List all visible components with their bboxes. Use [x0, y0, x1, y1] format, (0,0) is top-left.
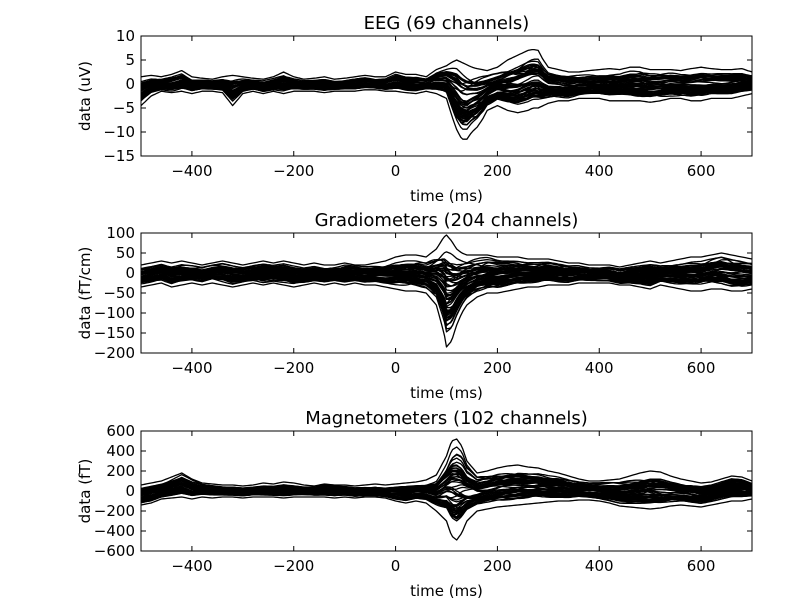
magnetometers-trace [141, 470, 752, 492]
gradiometers-trace [141, 256, 752, 275]
magnetometers-xlabel: time (ms) [410, 582, 483, 600]
magnetometers-trace [141, 491, 752, 510]
eeg-xlabel: time (ms) [410, 187, 483, 205]
eeg-trace [141, 48, 752, 80]
gradiometers-trace [141, 260, 752, 272]
magnetometers-ytick-label: 600 [106, 422, 135, 440]
magnetometers-ytick-label: 200 [106, 462, 135, 480]
magnetometers-ylabel: data (fT) [76, 459, 94, 524]
eeg-title: EEG (69 channels) [364, 13, 530, 34]
magnetometers-trace [141, 496, 752, 541]
eeg-xtick-label: −200 [273, 162, 314, 180]
eeg-ytick-label: 0 [125, 75, 135, 93]
magnetometers-trace [141, 467, 752, 493]
eeg-trace [141, 84, 752, 119]
gradiometers-traces [141, 234, 752, 348]
eeg-trace [141, 89, 752, 140]
gradiometers-trace [141, 234, 752, 268]
gradiometers-xtick-label: 600 [687, 359, 716, 377]
gradiometers-panel: −400 −200 0 200 400 600 100 50 0 −50 −100 −150 −200 G… [76, 210, 753, 402]
gradiometers-ytick-label: 100 [106, 224, 135, 242]
eeg-xtick-label: 0 [391, 162, 401, 180]
magnetometers-xtick-label: 600 [687, 557, 716, 575]
eeg-xtick-label: −400 [171, 162, 212, 180]
gradiometers-ytick-label: −50 [103, 284, 135, 302]
eeg-xtick-label: 400 [585, 162, 614, 180]
eeg-trace [141, 70, 752, 92]
magnetometers-xtick-label: −200 [273, 557, 314, 575]
eeg-trace [141, 84, 752, 116]
magnetometers-xtick-label: 400 [585, 557, 614, 575]
gradiometers-trace [141, 274, 752, 300]
magnetometers-xtick-label: −400 [171, 557, 212, 575]
eeg-panel: −400 −200 0 200 400 600 10 5 0 −5 −10 −15 EEG (69 ch… [76, 13, 753, 205]
gradiometers-title: Gradiometers (204 channels) [315, 210, 579, 231]
magnetometers-ytick-label: −400 [94, 522, 135, 540]
eeg-axes-frame [140, 35, 753, 157]
gradiometers-xtick-label: 0 [391, 359, 401, 377]
eeg-ytick-label: −5 [113, 99, 135, 117]
magnetometers-panel: −400 −200 0 200 400 600 600 400 200 0 −200 −400 −600… [76, 408, 753, 600]
gradiometers-ytick-label: −100 [94, 304, 135, 322]
eeg-xtick-label: 600 [687, 162, 716, 180]
gradiometers-xlabel: time (ms) [410, 384, 483, 402]
eeg-ytick-label: −15 [103, 147, 135, 165]
gradiometers-trace [141, 274, 752, 311]
magnetometers-trace [141, 438, 752, 487]
magnetometers-ytick-label: 0 [125, 482, 135, 500]
eeg-xtick-label: 200 [483, 162, 512, 180]
magnetometers-xtick-label: 200 [483, 557, 512, 575]
eeg-traces [141, 48, 752, 140]
gradiometers-ytick-label: −150 [94, 324, 135, 342]
eeg-ytick-label: −10 [103, 123, 135, 141]
eeg-trace [141, 69, 752, 90]
gradiometers-ytick-label: 50 [116, 244, 135, 262]
magnetometers-trace [141, 476, 752, 494]
gradiometers-ytick-label: −200 [94, 344, 135, 362]
magnetometers-ytick-label: −200 [94, 502, 135, 520]
gradiometers-xtick-label: −200 [273, 359, 314, 377]
gradiometers-ylabel: data (fT/cm) [76, 247, 94, 340]
magnetometers-ytick-label: −600 [94, 542, 135, 560]
gradiometers-xtick-label: 200 [483, 359, 512, 377]
gradiometers-xtick-label: −400 [171, 359, 212, 377]
magnetometers-traces [141, 438, 752, 541]
magnetometers-title: Magnetometers (102 channels) [305, 408, 588, 429]
gradiometers-xtick-label: 400 [585, 359, 614, 377]
gradiometers-trace [141, 275, 752, 319]
eeg-ytick-label: 10 [116, 27, 135, 45]
gradiometers-ytick-label: 0 [125, 264, 135, 282]
magnetometers-ytick-label: 400 [106, 442, 135, 460]
eeg-ylabel: data (uV) [76, 61, 94, 131]
magnetometers-trace [141, 487, 752, 500]
gradiometers-trace [141, 265, 752, 287]
eeg-trace [141, 66, 752, 88]
gradiometers-trace [141, 282, 752, 348]
eeg-ytick-label: 5 [125, 51, 135, 69]
magnetometers-xtick-label: 0 [391, 557, 401, 575]
gradiometers-trace [141, 275, 752, 327]
eeg-trace [141, 72, 752, 96]
